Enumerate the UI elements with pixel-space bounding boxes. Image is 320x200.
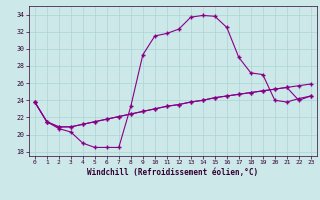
X-axis label: Windchill (Refroidissement éolien,°C): Windchill (Refroidissement éolien,°C): [87, 168, 258, 177]
